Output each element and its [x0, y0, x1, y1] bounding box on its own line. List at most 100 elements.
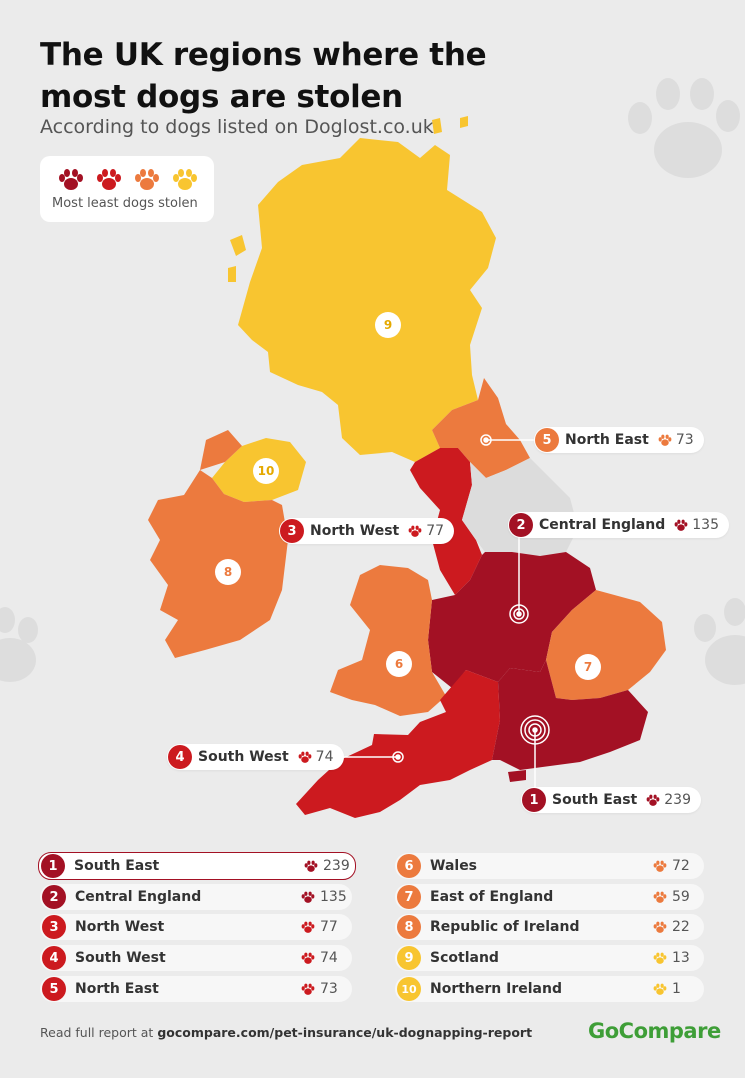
- legend: Most least dogs stolen: [40, 156, 214, 222]
- paw-icon: [653, 860, 667, 872]
- rank-badge: 3: [280, 519, 304, 543]
- region-yorkshire: [462, 458, 578, 556]
- ranking-row: 3 North West 77: [40, 914, 352, 940]
- background-paws: [0, 78, 745, 685]
- region-count: 135: [692, 517, 719, 533]
- region-name: Central England: [75, 889, 202, 905]
- legend-label: Most least dogs stolen: [52, 196, 198, 211]
- rank-badge: 5: [535, 428, 559, 452]
- brand-logo: GoCompare: [588, 1019, 721, 1043]
- paw-icon: [408, 525, 422, 537]
- region-count: 72: [672, 858, 690, 874]
- region-scotland: [238, 138, 496, 462]
- paw-icon: [59, 169, 83, 190]
- region-name: North East: [565, 432, 649, 448]
- region-name: South West: [75, 950, 166, 966]
- region-south-west: [296, 670, 500, 818]
- paw-icon: [653, 983, 667, 995]
- map-label-scotland: 9: [375, 312, 401, 338]
- legend-paws: [56, 168, 200, 192]
- location-markers: [392, 434, 550, 763]
- region-name: North West: [75, 919, 165, 935]
- rank-badge: 6: [397, 854, 421, 878]
- region-isle-of-wight: [508, 770, 526, 782]
- paw-icon: [173, 169, 197, 190]
- callout-south-west: 4 South West 74: [167, 744, 344, 770]
- ranking-row: 7 East of England 59: [395, 884, 704, 910]
- region-count: 22: [672, 919, 690, 935]
- paw-icon: [301, 891, 315, 903]
- paw-icon: [653, 891, 667, 903]
- ranking-row: 9 Scotland 13: [395, 945, 704, 971]
- ranking-row: 1 South East 239: [38, 852, 356, 880]
- callout-north-east: 5 North East 73: [534, 427, 704, 453]
- paw-watermark-icon: [628, 78, 740, 178]
- paw-watermark-icon: [0, 607, 38, 682]
- region-name: Wales: [430, 858, 478, 874]
- paw-icon: [674, 519, 688, 531]
- callout-south-east: 1 South East 239: [521, 787, 701, 813]
- ranking-row: 6 Wales 72: [395, 853, 704, 879]
- region-count: 73: [320, 981, 338, 997]
- paw-icon: [301, 921, 315, 933]
- rank-badge: 1: [522, 788, 546, 812]
- rank-badge: 10: [397, 977, 421, 1001]
- report-link[interactable]: gocompare.com/pet-insurance/uk-dognappin…: [157, 1025, 533, 1040]
- region-name: South West: [198, 749, 289, 765]
- paw-icon: [658, 434, 672, 446]
- ranking-row: 2 Central England 135: [40, 884, 352, 910]
- rank-badge: 7: [397, 885, 421, 909]
- rank-badge: 4: [168, 745, 192, 769]
- region-count: 13: [672, 950, 690, 966]
- region-south-east: [492, 660, 648, 770]
- paw-icon: [298, 751, 312, 763]
- paw-icon: [646, 794, 660, 806]
- ranking-row: 5 North East 73: [40, 976, 352, 1002]
- region-name: East of England: [430, 889, 554, 905]
- ranking-row: 8 Republic of Ireland 22: [395, 914, 704, 940]
- paw-watermark-icon: [694, 598, 745, 685]
- footer: Read full report at gocompare.com/pet-in…: [40, 1025, 532, 1040]
- region-name: Republic of Ireland: [430, 919, 580, 935]
- map-label-east-of-england: 7: [575, 654, 601, 680]
- region-count: 59: [672, 889, 690, 905]
- region-count: 77: [320, 919, 338, 935]
- region-name: Central England: [539, 517, 666, 533]
- map-label-republic-of-ireland: 8: [215, 559, 241, 585]
- region-name: Northern Ireland: [430, 981, 562, 997]
- rank-badge: 2: [42, 885, 66, 909]
- paw-icon: [97, 169, 121, 190]
- region-name: South East: [74, 858, 160, 874]
- rank-badge: 3: [42, 915, 66, 939]
- rank-badge: 2: [509, 513, 533, 537]
- callout-north-west: 3 North West 77: [279, 518, 455, 544]
- region-name: North West: [310, 523, 400, 539]
- map-label-wales: 6: [386, 651, 412, 677]
- ranking-row: 4 South West 74: [40, 945, 352, 971]
- region-north-east: [432, 378, 530, 478]
- map-label-northern-ireland: 10: [253, 458, 279, 484]
- region-ireland-north-tip: [200, 430, 242, 470]
- paw-icon: [653, 952, 667, 964]
- paw-icon: [653, 921, 667, 933]
- rank-badge: 1: [41, 854, 65, 878]
- region-name: Scotland: [430, 950, 499, 966]
- uk-map: [148, 116, 666, 818]
- page-title: The UK regions where the most dogs are s…: [40, 37, 487, 115]
- paw-icon: [301, 983, 315, 995]
- paw-icon: [301, 952, 315, 964]
- callout-central-england: 2 Central England 135: [508, 512, 729, 538]
- paw-icon: [304, 860, 318, 872]
- page-subtitle: According to dogs listed on Doglost.co.u…: [40, 116, 434, 138]
- region-count: 135: [320, 889, 347, 905]
- region-count: 77: [426, 523, 445, 539]
- region-name: North East: [75, 981, 159, 997]
- rank-badge: 9: [397, 946, 421, 970]
- ranking-row: 10 Northern Ireland 1: [395, 976, 704, 1002]
- region-count: 74: [320, 950, 338, 966]
- rank-badge: 4: [42, 946, 66, 970]
- rank-badge: 8: [397, 915, 421, 939]
- rank-badge: 5: [42, 977, 66, 1001]
- region-count: 239: [664, 792, 691, 808]
- region-count: 73: [675, 432, 694, 448]
